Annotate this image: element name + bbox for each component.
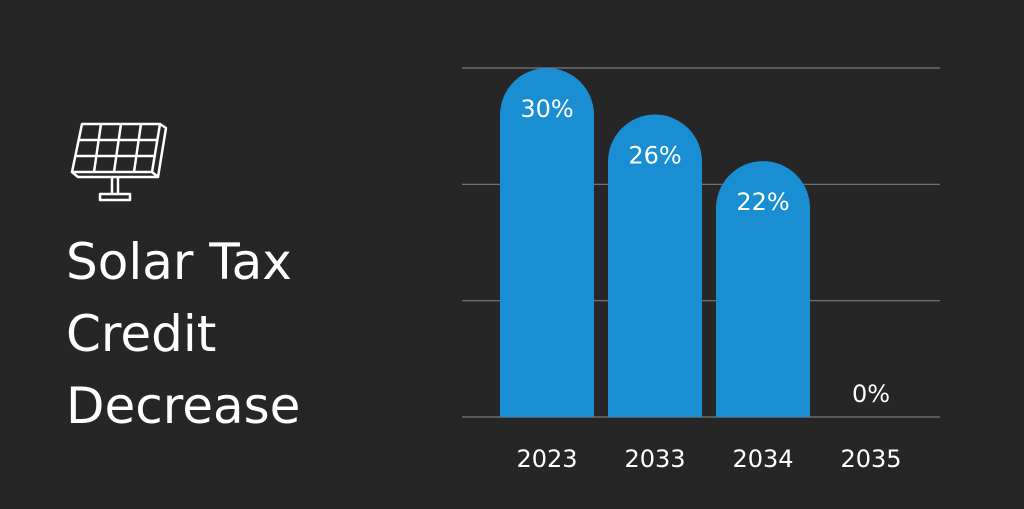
value-label: 0% — [852, 380, 890, 408]
bar — [608, 114, 702, 418]
x-tick-label: 2023 — [516, 445, 577, 473]
bar — [716, 161, 810, 417]
value-label: 26% — [628, 142, 681, 170]
value-label: 22% — [736, 188, 789, 216]
chart-title: Solar Tax Credit Decrease — [66, 233, 301, 435]
value-label: 30% — [520, 95, 573, 123]
x-tick-label: 2035 — [840, 445, 901, 473]
x-tick-label: 2034 — [732, 445, 793, 473]
bar — [500, 68, 594, 417]
x-tick-label: 2033 — [624, 445, 685, 473]
solar-panel-icon — [70, 122, 168, 202]
